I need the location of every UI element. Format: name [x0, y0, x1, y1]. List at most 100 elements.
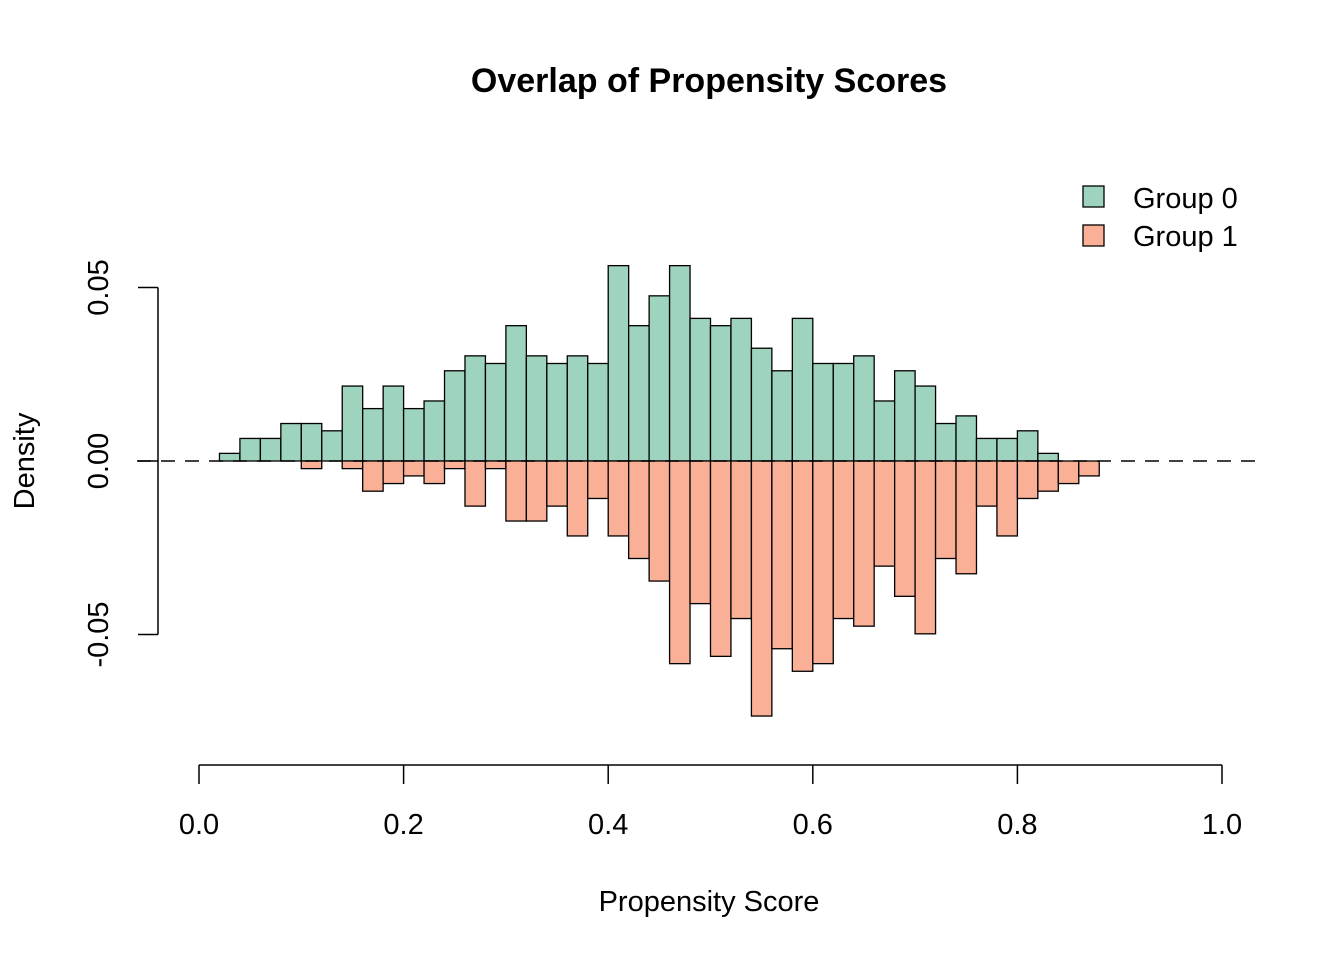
- group-0-bar-7: [341, 385, 364, 462]
- group-1-bar-34: [893, 460, 916, 597]
- x-axis: 0.0 0.2 0.4 0.6 0.8 1.0: [179, 764, 1242, 841]
- group-0-bar-21: [628, 325, 650, 462]
- group-1-bar-30: [812, 460, 834, 665]
- x-tick-label-0: 0.0: [179, 809, 219, 841]
- x-tick-label-2: 0.4: [588, 809, 628, 841]
- group-0-bar-4: [280, 422, 302, 462]
- group-0-bar-30: [812, 362, 834, 462]
- x-tick-label-4: 0.8: [997, 809, 1037, 841]
- group-0-bar-35: [914, 385, 937, 462]
- group-1-bar-25: [709, 460, 732, 658]
- group-0-bar-32: [853, 355, 875, 462]
- group-1-bar-20: [607, 460, 630, 537]
- group-1-bar-37: [955, 460, 978, 575]
- group-1-bar-21: [628, 460, 650, 560]
- group-0-bar-29: [791, 317, 814, 462]
- group-0-bars: [218, 264, 1059, 462]
- group-0-bar-23: [668, 264, 691, 462]
- group-0-bar-8: [362, 407, 384, 462]
- group-0-bar-15: [505, 325, 528, 462]
- group-0-bar-17: [546, 362, 568, 462]
- group-1-bar-19: [587, 460, 609, 500]
- group-1-bar-14: [484, 460, 507, 470]
- group-1-bar-11: [423, 460, 446, 485]
- group-0-bar-16: [525, 355, 548, 462]
- group-0-bar-36: [934, 422, 957, 462]
- group-1-bar-13: [464, 460, 487, 507]
- group-1-bar-29: [791, 460, 814, 672]
- group-0-bar-34: [893, 370, 916, 462]
- group-0-bar-37: [955, 415, 978, 462]
- group-0-bar-19: [587, 362, 609, 462]
- group-1-bar-43: [1078, 460, 1100, 477]
- group-1-bar-38: [975, 460, 998, 507]
- x-axis-label: Propensity Score: [599, 886, 820, 918]
- group-1-bar-32: [853, 460, 875, 627]
- group-0-bar-24: [689, 317, 712, 462]
- legend-swatch-group-1: [1082, 224, 1105, 247]
- group-0-bar-22: [648, 295, 671, 462]
- group-1-bar-10: [402, 460, 425, 477]
- group-0-bar-25: [709, 325, 732, 462]
- group-1-bar-42: [1057, 460, 1080, 485]
- group-1-bar-23: [668, 460, 691, 665]
- group-1-bar-7: [341, 460, 364, 470]
- group-0-bar-33: [873, 400, 896, 462]
- group-1-bar-33: [873, 460, 896, 567]
- group-0-bar-9: [382, 385, 405, 462]
- group-0-bar-12: [443, 370, 466, 462]
- group-1-bar-36: [934, 460, 957, 560]
- legend-label-group-1: Group 1: [1133, 221, 1238, 253]
- group-1-bar-9: [382, 460, 405, 485]
- group-0-bar-31: [832, 362, 855, 462]
- group-1-bars: [300, 460, 1100, 717]
- group-1-bar-8: [362, 460, 384, 492]
- group-0-bar-11: [423, 400, 446, 462]
- group-0-bar-5: [300, 422, 323, 462]
- y-tick-label-2: -0.05: [83, 601, 115, 667]
- x-tick-label-1: 0.2: [383, 809, 423, 841]
- group-1-bar-28: [771, 460, 793, 650]
- group-1-bar-35: [914, 460, 937, 635]
- group-0-bar-40: [1016, 430, 1039, 462]
- group-0-bar-27: [750, 347, 773, 462]
- chart-title: Overlap of Propensity Scores: [471, 62, 947, 100]
- legend-label-group-0: Group 0: [1133, 183, 1238, 215]
- group-1-bar-17: [546, 460, 568, 507]
- group-0-bar-14: [484, 362, 507, 462]
- group-0-bar-1: [218, 452, 241, 462]
- y-axis: 0.05 0.00 -0.05: [83, 259, 159, 668]
- group-1-bar-18: [566, 460, 589, 537]
- group-0-bar-3: [259, 437, 282, 462]
- group-0-bar-20: [607, 264, 630, 462]
- legend: Group 0 Group 1: [1082, 183, 1238, 253]
- group-0-bar-38: [975, 437, 998, 462]
- group-1-bar-12: [443, 460, 466, 470]
- group-0-bar-10: [402, 407, 425, 462]
- group-0-bar-39: [996, 437, 1019, 462]
- group-1-bar-15: [505, 460, 528, 522]
- group-1-bar-26: [730, 460, 753, 620]
- group-1-bar-31: [832, 460, 855, 620]
- group-0-bar-6: [321, 430, 343, 462]
- group-1-bar-5: [300, 460, 323, 470]
- group-0-bar-2: [239, 437, 262, 462]
- x-tick-label-3: 0.6: [793, 809, 833, 841]
- legend-swatch-group-0: [1082, 185, 1105, 208]
- group-1-bar-40: [1016, 460, 1039, 500]
- group-1-bar-16: [525, 460, 548, 522]
- group-1-bar-24: [689, 460, 712, 605]
- y-axis-label: Density: [9, 412, 41, 509]
- y-tick-label-1: 0.00: [83, 433, 115, 489]
- x-tick-label-5: 1.0: [1202, 809, 1242, 841]
- group-1-bar-22: [648, 460, 671, 582]
- group-1-bar-41: [1037, 460, 1059, 492]
- group-1-bar-39: [996, 460, 1019, 537]
- group-0-bar-41: [1037, 452, 1059, 462]
- y-tick-label-0: 0.05: [83, 259, 115, 315]
- group-0-bar-26: [730, 317, 753, 462]
- group-1-bar-27: [750, 460, 773, 717]
- group-0-bar-13: [464, 355, 487, 462]
